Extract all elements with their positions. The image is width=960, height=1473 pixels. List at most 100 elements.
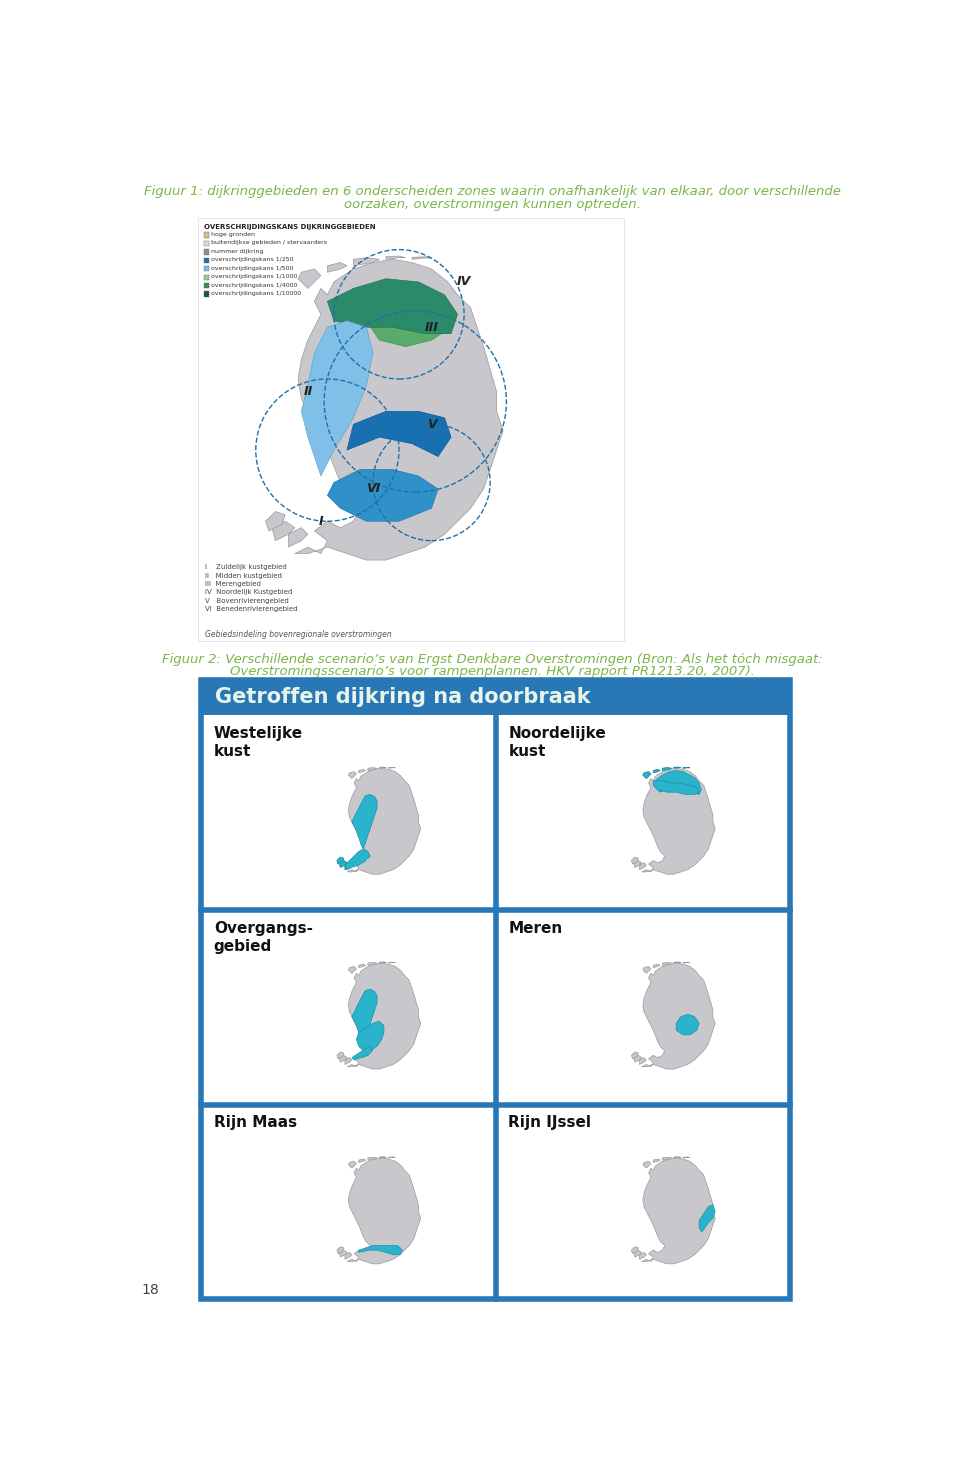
Text: II   Midden kustgebied: II Midden kustgebied bbox=[205, 573, 282, 579]
Polygon shape bbox=[642, 963, 715, 1069]
Polygon shape bbox=[352, 794, 377, 848]
FancyBboxPatch shape bbox=[496, 1105, 789, 1299]
FancyBboxPatch shape bbox=[203, 716, 495, 909]
Polygon shape bbox=[348, 966, 356, 974]
Polygon shape bbox=[327, 470, 438, 521]
Polygon shape bbox=[288, 527, 308, 546]
FancyBboxPatch shape bbox=[204, 283, 209, 289]
Polygon shape bbox=[339, 1055, 348, 1062]
FancyBboxPatch shape bbox=[204, 258, 209, 264]
Polygon shape bbox=[356, 1021, 384, 1050]
Polygon shape bbox=[266, 511, 285, 530]
Polygon shape bbox=[339, 860, 348, 868]
Polygon shape bbox=[699, 1205, 715, 1231]
Polygon shape bbox=[327, 278, 458, 334]
Polygon shape bbox=[345, 863, 352, 869]
Polygon shape bbox=[359, 965, 366, 968]
Polygon shape bbox=[339, 860, 348, 868]
Polygon shape bbox=[348, 963, 420, 1069]
Polygon shape bbox=[347, 411, 451, 457]
FancyBboxPatch shape bbox=[204, 292, 209, 298]
Polygon shape bbox=[634, 1251, 642, 1256]
Polygon shape bbox=[301, 321, 372, 476]
Text: Figuur 1: dijkringgebieden en 6 onderscheiden zones waarin onafhankelijk van elk: Figuur 1: dijkringgebieden en 6 ondersch… bbox=[144, 186, 840, 199]
Text: buitendijkse gebieden / stervaarders: buitendijkse gebieden / stervaarders bbox=[211, 240, 327, 246]
Polygon shape bbox=[676, 1015, 699, 1036]
Polygon shape bbox=[632, 1052, 638, 1059]
Polygon shape bbox=[653, 781, 699, 794]
Polygon shape bbox=[348, 769, 420, 875]
Text: V: V bbox=[427, 418, 437, 430]
Polygon shape bbox=[368, 1158, 377, 1161]
Polygon shape bbox=[359, 1159, 366, 1162]
Polygon shape bbox=[345, 848, 371, 869]
Text: overschrijdingskans 1/4000: overschrijdingskans 1/4000 bbox=[211, 283, 298, 287]
Text: OVERSCHRIJDINGSKANS DIJKRINGGEBIEDEN: OVERSCHRIJDINGSKANS DIJKRINGGEBIEDEN bbox=[204, 224, 375, 230]
Polygon shape bbox=[339, 1251, 348, 1256]
Polygon shape bbox=[337, 1246, 344, 1254]
Text: Getroffen dijkring na doorbraak: Getroffen dijkring na doorbraak bbox=[215, 688, 591, 707]
Polygon shape bbox=[337, 1052, 344, 1059]
Polygon shape bbox=[412, 256, 432, 259]
Polygon shape bbox=[662, 962, 672, 965]
Text: overschrijdingskans 1/500: overschrijdingskans 1/500 bbox=[211, 267, 294, 271]
Text: Gebiedsindeling bovenregionale overstromingen: Gebiedsindeling bovenregionale overstrom… bbox=[205, 630, 392, 639]
Polygon shape bbox=[348, 1161, 356, 1168]
FancyBboxPatch shape bbox=[203, 910, 495, 1103]
Polygon shape bbox=[348, 772, 356, 779]
Text: V   Bovenrivierengebied: V Bovenrivierengebied bbox=[205, 598, 289, 604]
Text: overschrijdingskans 1/10000: overschrijdingskans 1/10000 bbox=[211, 292, 301, 296]
Text: I    Zuidelijk kustgebied: I Zuidelijk kustgebied bbox=[205, 564, 287, 570]
Polygon shape bbox=[632, 857, 638, 865]
Polygon shape bbox=[653, 769, 660, 773]
Polygon shape bbox=[639, 1252, 646, 1259]
Polygon shape bbox=[639, 1058, 646, 1065]
Polygon shape bbox=[653, 1159, 660, 1162]
Text: III: III bbox=[424, 321, 439, 334]
FancyBboxPatch shape bbox=[202, 714, 790, 1299]
Polygon shape bbox=[367, 295, 451, 346]
FancyBboxPatch shape bbox=[496, 910, 789, 1103]
Polygon shape bbox=[345, 863, 352, 869]
Polygon shape bbox=[337, 857, 344, 865]
Polygon shape bbox=[359, 769, 366, 773]
Text: Overstromingsscenario’s voor rampenplannen. HKV rapport PR1213.20, 2007).: Overstromingsscenario’s voor rampenplann… bbox=[229, 664, 755, 678]
FancyBboxPatch shape bbox=[203, 1105, 495, 1299]
Polygon shape bbox=[642, 769, 715, 875]
Text: Meren: Meren bbox=[508, 921, 563, 935]
Polygon shape bbox=[327, 262, 347, 273]
FancyBboxPatch shape bbox=[202, 679, 790, 714]
Text: nummer dijkring: nummer dijkring bbox=[211, 249, 264, 253]
Text: hoge gronden: hoge gronden bbox=[211, 233, 255, 237]
Polygon shape bbox=[345, 1252, 352, 1259]
Text: II: II bbox=[303, 386, 313, 398]
FancyBboxPatch shape bbox=[198, 218, 624, 641]
FancyBboxPatch shape bbox=[204, 240, 209, 246]
FancyBboxPatch shape bbox=[204, 233, 209, 237]
Text: Overgangs-
gebied: Overgangs- gebied bbox=[214, 921, 313, 955]
Polygon shape bbox=[359, 1246, 402, 1255]
Text: III  Merengebied: III Merengebied bbox=[205, 580, 261, 588]
Polygon shape bbox=[632, 1246, 638, 1254]
Polygon shape bbox=[662, 767, 672, 770]
Text: VI  Benedenrivierengebied: VI Benedenrivierengebied bbox=[205, 607, 298, 613]
Text: I: I bbox=[319, 514, 324, 527]
Polygon shape bbox=[337, 857, 344, 865]
Text: IV: IV bbox=[457, 275, 471, 289]
Polygon shape bbox=[662, 767, 672, 770]
Polygon shape bbox=[352, 1046, 372, 1061]
Text: Noordelijke
kust: Noordelijke kust bbox=[508, 726, 606, 760]
Polygon shape bbox=[643, 772, 651, 779]
Polygon shape bbox=[345, 1058, 352, 1065]
Polygon shape bbox=[653, 965, 660, 968]
Polygon shape bbox=[368, 767, 377, 770]
Polygon shape bbox=[634, 860, 642, 868]
Polygon shape bbox=[643, 772, 651, 779]
Polygon shape bbox=[662, 1158, 672, 1161]
Text: 18: 18 bbox=[142, 1283, 159, 1298]
Polygon shape bbox=[639, 863, 646, 869]
FancyBboxPatch shape bbox=[204, 267, 209, 271]
Text: overschrijdingskans 1/1000: overschrijdingskans 1/1000 bbox=[211, 274, 298, 280]
Text: Figuur 2: Verschillende scenario’s van Ergst Denkbare Overstromingen (Bron: Als : Figuur 2: Verschillende scenario’s van E… bbox=[161, 653, 823, 666]
Polygon shape bbox=[368, 962, 377, 965]
